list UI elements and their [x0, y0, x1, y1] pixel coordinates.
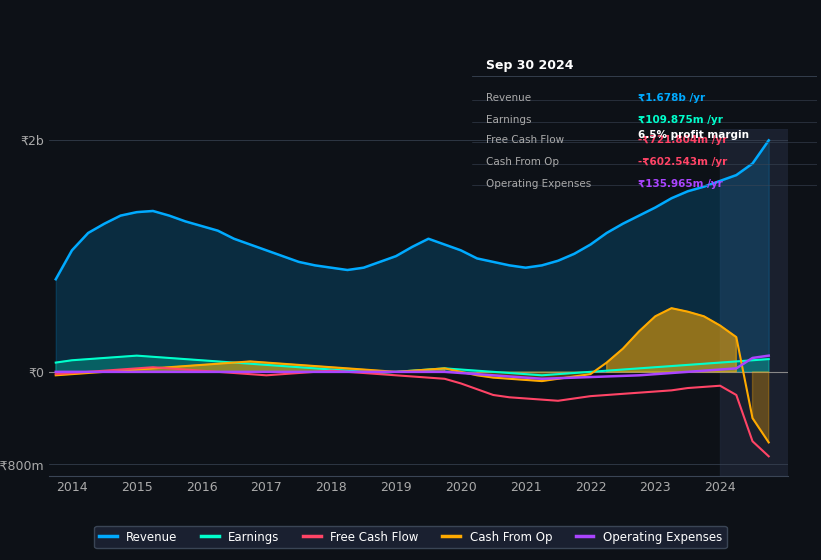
Text: ₹109.875m /yr: ₹109.875m /yr [638, 115, 722, 125]
Text: Operating Expenses: Operating Expenses [486, 179, 591, 189]
Text: -₹602.543m /yr: -₹602.543m /yr [638, 157, 727, 167]
Text: Free Cash Flow: Free Cash Flow [486, 135, 564, 145]
Text: Sep 30 2024: Sep 30 2024 [486, 59, 573, 72]
Text: Earnings: Earnings [486, 115, 531, 125]
Text: 6.5% profit margin: 6.5% profit margin [638, 130, 749, 140]
Text: Revenue: Revenue [486, 93, 531, 103]
Text: ₹135.965m /yr: ₹135.965m /yr [638, 179, 722, 189]
Legend: Revenue, Earnings, Free Cash Flow, Cash From Op, Operating Expenses: Revenue, Earnings, Free Cash Flow, Cash … [94, 526, 727, 548]
Text: -₹721.804m /yr: -₹721.804m /yr [638, 135, 727, 145]
Text: ₹1.678b /yr: ₹1.678b /yr [638, 93, 704, 103]
Text: Cash From Op: Cash From Op [486, 157, 559, 167]
Bar [720, 129, 801, 476]
